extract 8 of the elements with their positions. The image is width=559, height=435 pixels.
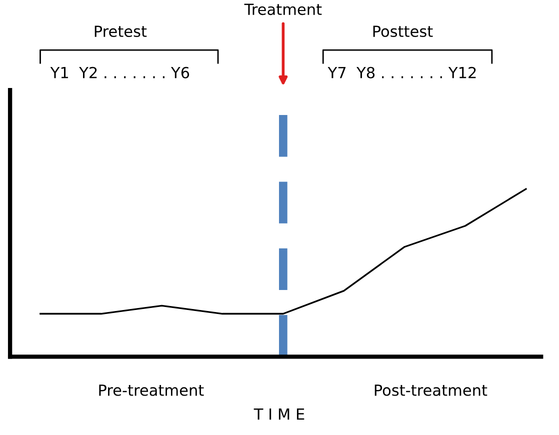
text: Posttest <box>373 26 433 38</box>
text: Pretest <box>94 26 147 38</box>
text: Y7 Y8 . . . . . . . Y12 <box>328 66 476 78</box>
text: Y1 Y2 . . . . . . . Y6 <box>50 66 190 78</box>
x-axis-title: T I M E <box>254 408 304 420</box>
text: Pre-treatment <box>99 384 204 396</box>
text: Post-treatment <box>374 384 488 396</box>
text: Treatment <box>244 4 322 16</box>
